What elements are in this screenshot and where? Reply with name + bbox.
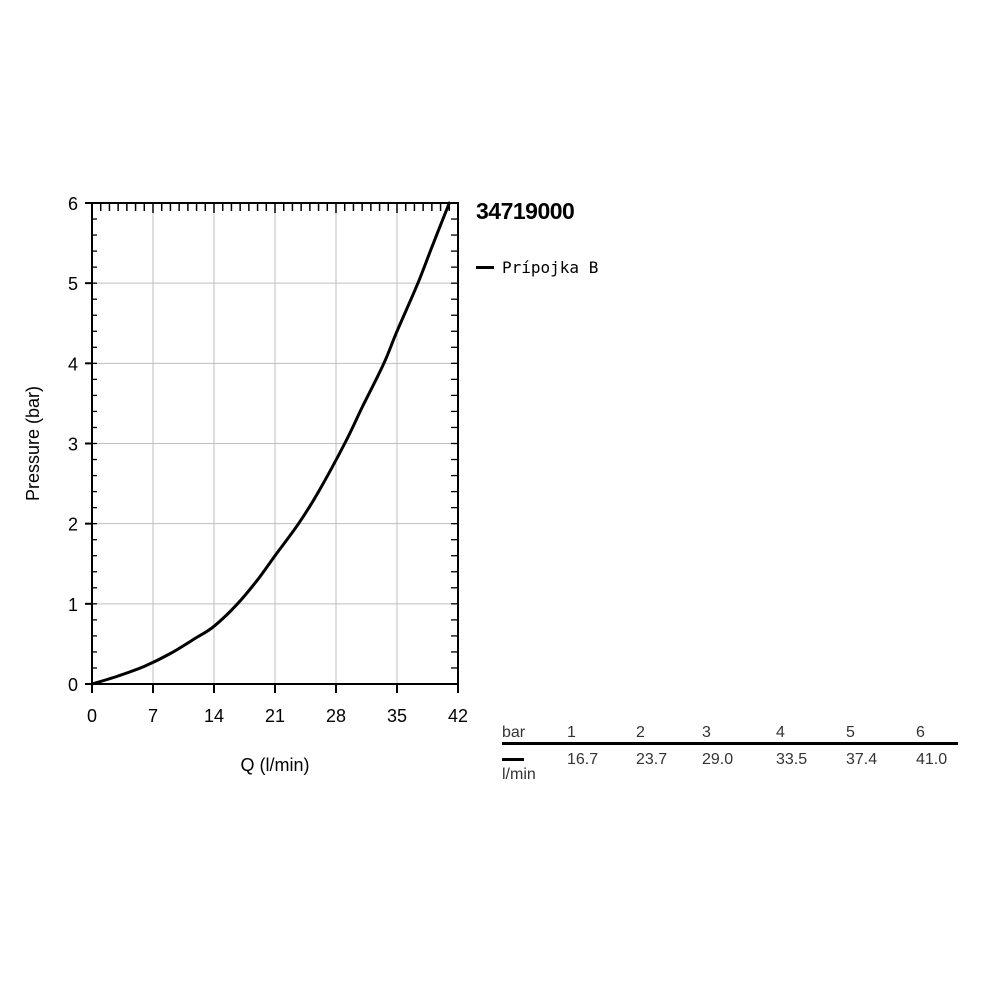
chart-grid bbox=[92, 203, 458, 684]
y-tick-label: 2 bbox=[68, 515, 78, 535]
x-tick-label: 14 bbox=[204, 706, 224, 726]
x-tick-label: 42 bbox=[448, 706, 468, 726]
x-axis-title: Q (l/min) bbox=[241, 755, 310, 775]
chart-legend: Prípojka B bbox=[476, 258, 598, 277]
flow-table-flow-cell: 16.7 bbox=[567, 751, 599, 768]
legend-label: Prípojka B bbox=[502, 258, 599, 277]
flow-table-pressure-cell: 5 bbox=[846, 724, 855, 741]
flow-table-flow-cell: 37.4 bbox=[846, 751, 878, 768]
legend-swatch bbox=[476, 266, 494, 269]
flow-table-pressure-cell: 2 bbox=[636, 724, 645, 741]
x-tick-label: 28 bbox=[326, 706, 346, 726]
flow-table-pressure-unit: bar bbox=[502, 724, 526, 741]
y-tick-label: 4 bbox=[68, 354, 78, 374]
y-axis-title: Pressure (bar) bbox=[23, 386, 43, 501]
flow-table-flow-cell: 23.7 bbox=[636, 751, 668, 768]
y-tick-label: 1 bbox=[68, 595, 78, 615]
flow-table-pressure-cell: 3 bbox=[702, 724, 711, 741]
x-tick-label: 21 bbox=[265, 706, 285, 726]
series-line bbox=[90, 201, 451, 686]
x-tick-label: 0 bbox=[87, 706, 97, 726]
plot-frame bbox=[91, 202, 459, 685]
flow-table-flow-unit: l/min bbox=[502, 766, 536, 783]
flow-table-pressure-cell: 6 bbox=[916, 724, 925, 741]
y-tick-label: 0 bbox=[68, 675, 78, 695]
flow-table-flow-cell: 41.0 bbox=[916, 751, 948, 768]
chart-ticks bbox=[85, 202, 459, 693]
y-tick-label: 6 bbox=[68, 194, 78, 214]
flow-table: bar 1 2 3 4 5 6 16.7 23.7 29.0 33.5 37.4… bbox=[502, 722, 958, 783]
flow-table-value-row: 16.7 23.7 29.0 33.5 37.4 41.0 bbox=[502, 749, 958, 771]
flow-table-flow-cell: 29.0 bbox=[702, 751, 734, 768]
y-tick-label: 3 bbox=[68, 435, 78, 455]
flow-table-pressure-cell: 1 bbox=[567, 724, 576, 741]
y-tick-label: 5 bbox=[68, 274, 78, 294]
flow-table-pressure-cell: 4 bbox=[776, 724, 785, 741]
flow-table-flow-cell: 33.5 bbox=[776, 751, 808, 768]
x-tick-label: 7 bbox=[148, 706, 158, 726]
flow-table-rule bbox=[502, 742, 958, 745]
flow-table-series-swatch bbox=[502, 758, 524, 761]
product-code: 34719000 bbox=[476, 198, 575, 224]
chart-series-layer bbox=[90, 201, 451, 686]
flow-table-header-row: bar 1 2 3 4 5 6 bbox=[502, 722, 958, 744]
x-tick-label: 35 bbox=[387, 706, 407, 726]
chart-tick-labels: 0 7 14 21 28 35 42 0 1 2 3 4 5 6 bbox=[68, 194, 468, 726]
